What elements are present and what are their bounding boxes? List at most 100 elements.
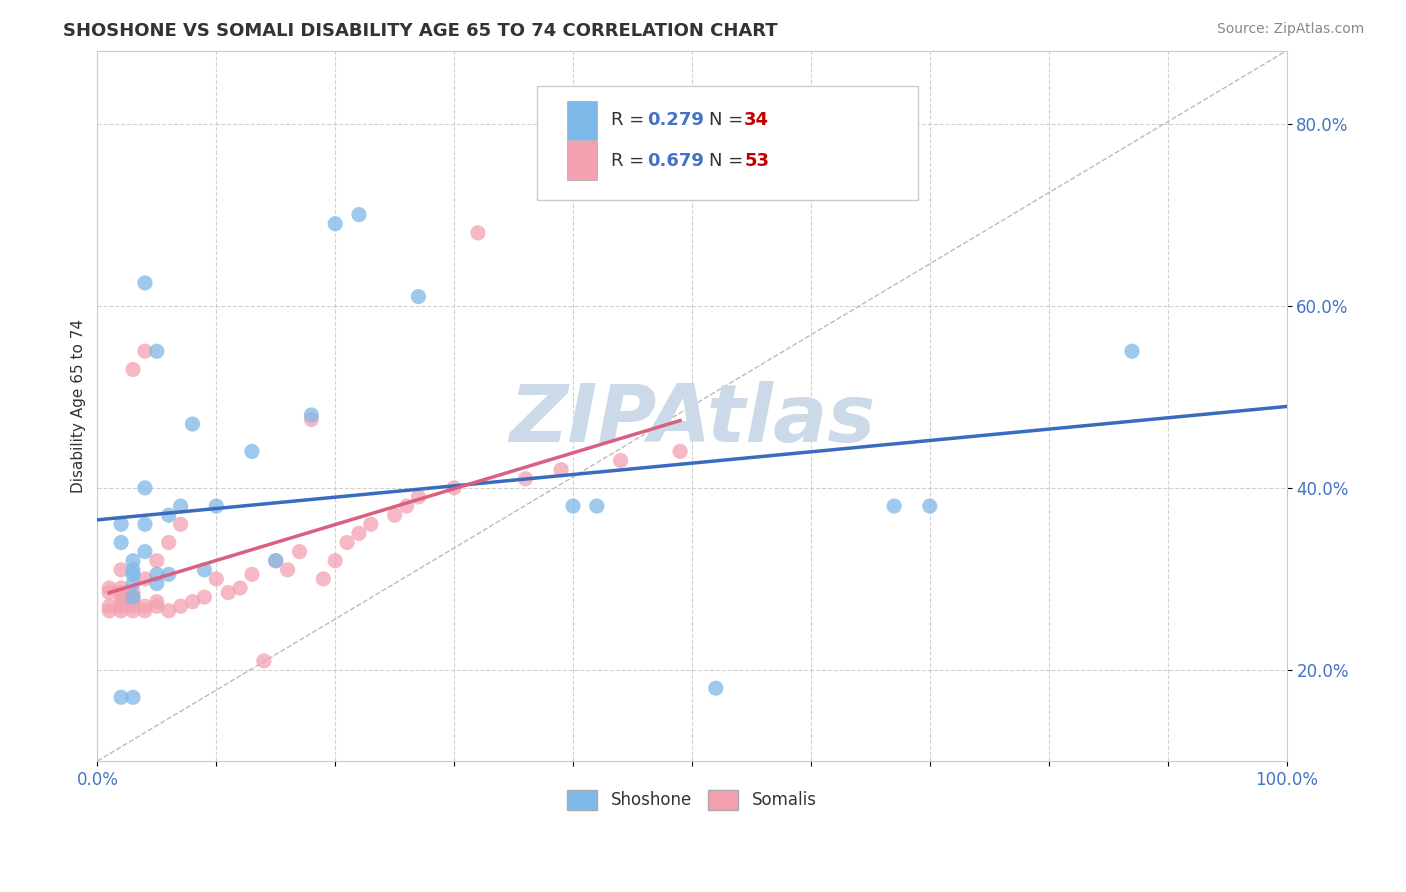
Text: 53: 53 [744,152,769,169]
Point [122,567,145,582]
Text: 0.679: 0.679 [647,152,703,169]
Point [384,508,406,523]
Point [550,462,572,476]
Point [169,517,191,532]
Point [98,599,121,614]
Point [146,344,169,359]
Point [134,344,156,359]
Point [515,472,537,486]
Text: N =: N = [709,152,748,169]
Point [229,581,252,595]
Point [264,554,287,568]
Point [240,567,263,582]
Point [146,595,169,609]
Text: 0.279: 0.279 [647,112,703,129]
Point [585,499,607,513]
Point [146,576,169,591]
Point [122,690,145,705]
Point [122,554,145,568]
Point [277,563,299,577]
Point [408,490,430,504]
Point [134,599,156,614]
Point [122,599,145,614]
Point [181,417,204,431]
Point [253,654,276,668]
Point [299,408,322,422]
Text: R =: R = [612,112,650,129]
Point [299,412,322,426]
Text: 34: 34 [744,112,769,129]
Point [110,585,132,599]
Point [336,535,359,549]
Point [157,535,180,549]
Point [562,499,585,513]
Point [122,362,145,376]
Point [217,585,239,599]
Point [443,481,465,495]
Point [157,604,180,618]
Point [122,590,145,604]
Point [134,276,156,290]
Point [395,499,418,513]
Point [193,563,215,577]
Point [669,444,692,458]
Point [110,563,132,577]
Point [312,572,335,586]
Text: R =: R = [612,152,650,169]
Point [110,590,132,604]
Point [347,526,370,541]
Point [110,535,132,549]
Point [323,554,346,568]
Point [122,604,145,618]
Point [134,604,156,618]
Point [146,554,169,568]
Point [205,572,228,586]
Point [193,590,215,604]
Point [609,453,631,467]
Point [134,572,156,586]
Y-axis label: Disability Age 65 to 74: Disability Age 65 to 74 [72,318,86,493]
Point [110,595,132,609]
Point [1121,344,1143,359]
Point [240,444,263,458]
Point [288,544,311,558]
Point [347,208,370,222]
Point [122,590,145,604]
Point [264,554,287,568]
Point [98,585,121,599]
Point [883,499,905,513]
Point [110,599,132,614]
Text: ZIPAtlas: ZIPAtlas [509,381,875,459]
Point [122,563,145,577]
Text: SHOSHONE VS SOMALI DISABILITY AGE 65 TO 74 CORRELATION CHART: SHOSHONE VS SOMALI DISABILITY AGE 65 TO … [63,22,778,40]
Point [98,581,121,595]
Point [146,599,169,614]
Point [134,517,156,532]
Point [134,481,156,495]
Point [323,217,346,231]
Point [98,604,121,618]
Point [360,517,382,532]
Point [110,690,132,705]
Legend: Shoshone, Somalis: Shoshone, Somalis [561,783,824,817]
Point [181,595,204,609]
Point [110,581,132,595]
FancyBboxPatch shape [567,141,596,180]
Point [122,585,145,599]
Point [110,604,132,618]
Point [408,289,430,303]
Text: Source: ZipAtlas.com: Source: ZipAtlas.com [1216,22,1364,37]
Point [157,508,180,523]
Point [134,544,156,558]
Point [205,499,228,513]
Point [169,599,191,614]
Point [467,226,489,240]
Point [704,681,727,696]
Text: N =: N = [709,112,748,129]
FancyBboxPatch shape [567,101,596,140]
Point [146,567,169,582]
Point [122,595,145,609]
Point [918,499,941,513]
Point [110,517,132,532]
FancyBboxPatch shape [537,87,918,200]
